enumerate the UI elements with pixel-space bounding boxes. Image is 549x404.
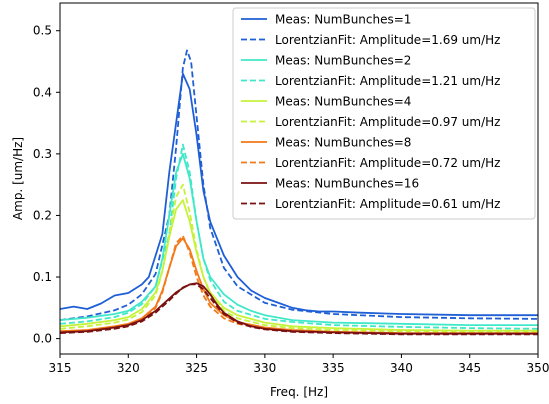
x-tick-label: 345: [458, 361, 481, 375]
legend-label: Meas: NumBunches=16: [275, 177, 419, 191]
legend: Meas: NumBunches=1 LorentzianFit: Amplitu…: [232, 7, 536, 220]
x-tick-label: 320: [117, 361, 140, 375]
y-axis-label: Amp. [um/Hz]: [11, 137, 25, 220]
legend-label: Meas: NumBunches=1: [275, 13, 411, 27]
series-line-5: [60, 199, 538, 332]
legend-label: LorentzianFit: Amplitude=1.69 um/Hz: [275, 33, 500, 47]
series-line-8: [60, 234, 538, 335]
y-tick-label: 0.3: [33, 147, 52, 161]
axes-layer: 315 320 325 330 335 340 345 350 0.0 0.1 0.2 0.3 0.4 0…: [33, 24, 549, 375]
x-tick-label: 330: [253, 361, 276, 375]
legend-label: LorentzianFit: Amplitude=0.72 um/Hz: [275, 156, 500, 170]
series-line-1: [60, 72, 538, 317]
series-line-6: [60, 183, 538, 333]
legend-label: LorentzianFit: Amplitude=0.97 um/Hz: [275, 115, 500, 129]
y-tick-label: 0.0: [33, 332, 52, 346]
series-layer: [60, 49, 538, 336]
y-tick-label: 0.5: [33, 24, 52, 38]
x-tick-label: 350: [527, 361, 549, 375]
series-line-7: [60, 237, 538, 334]
x-tick-label: 335: [322, 361, 345, 375]
y-tick-label: 0.1: [33, 270, 52, 284]
legend-frame: [232, 7, 536, 220]
x-tick-label: 325: [185, 361, 208, 375]
legend-label: Meas: NumBunches=4: [275, 95, 411, 109]
x-axis-label: Freq. [Hz]: [270, 385, 328, 399]
series-line-3: [60, 153, 538, 326]
y-tick-label: 0.4: [33, 85, 52, 99]
x-tick-label: 340: [390, 361, 413, 375]
x-tick-label: 315: [49, 361, 72, 375]
plot-frame: [59, 2, 539, 355]
legend-label: Meas: NumBunches=2: [275, 54, 411, 68]
legend-label: LorentzianFit: Amplitude=0.61 um/Hz: [275, 197, 500, 211]
legend-label: Meas: NumBunches=8: [275, 136, 411, 150]
y-tick-label: 0.2: [33, 208, 52, 222]
series-line-4: [60, 143, 538, 330]
legend-label: LorentzianFit: Amplitude=1.21 um/Hz: [275, 74, 500, 88]
series-line-9: [60, 282, 538, 335]
